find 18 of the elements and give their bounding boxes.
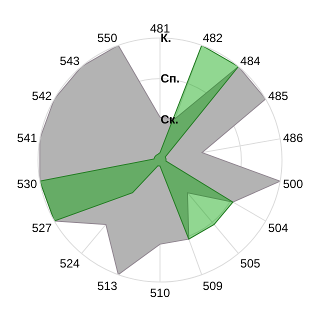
spoke-label: 527	[32, 221, 52, 236]
y-tick-label: Сп.	[160, 72, 180, 86]
spoke-label: 510	[150, 286, 170, 300]
spoke-label: 543	[60, 54, 80, 68]
spoke-label: 485	[268, 88, 289, 103]
spoke-label: 486	[283, 131, 304, 146]
spoke-label: 541	[16, 131, 38, 146]
spoke-label: 550	[97, 30, 118, 45]
spoke-label: 484	[240, 54, 261, 68]
spoke-label: 505	[240, 256, 261, 271]
spoke-label: 500	[283, 176, 304, 191]
spoke-label: 509	[202, 279, 224, 294]
spoke-label: 530	[16, 176, 38, 191]
spoke-label: 524	[60, 256, 80, 271]
spoke-label: 513	[97, 279, 118, 294]
spoke-label: 542	[32, 88, 52, 103]
spoke-label: 504	[268, 221, 289, 236]
spoke-label: 482	[202, 30, 224, 45]
